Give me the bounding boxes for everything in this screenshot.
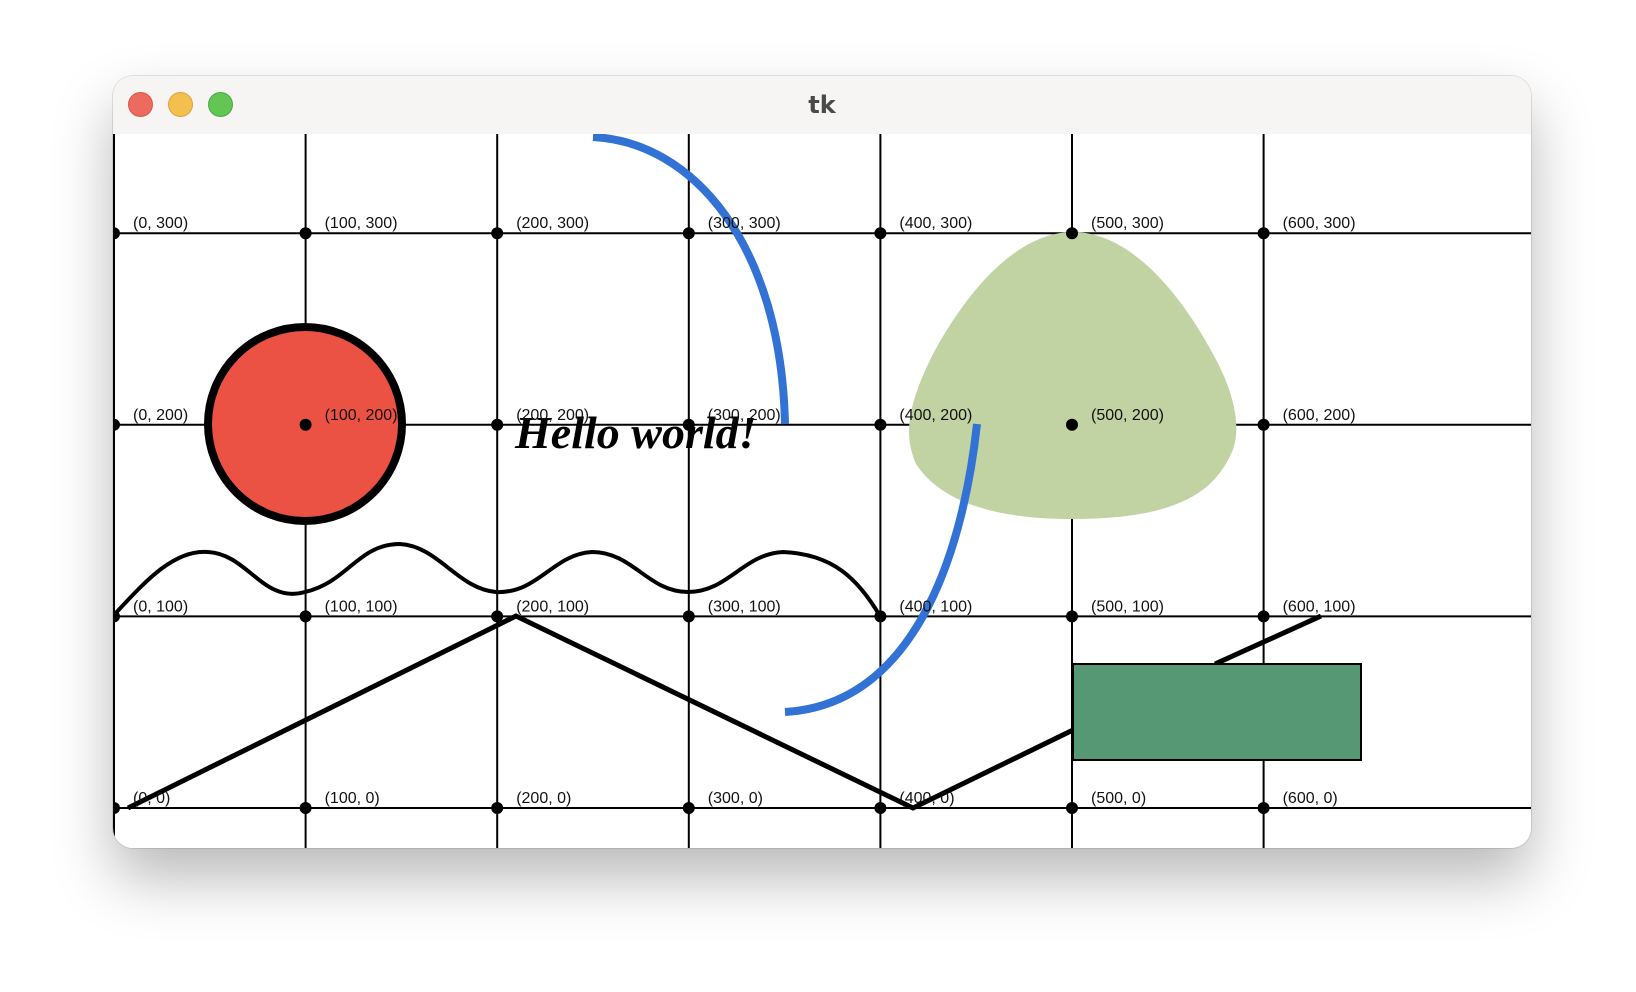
title-bar[interactable]: tk bbox=[113, 76, 1531, 135]
grid-point bbox=[491, 610, 504, 623]
coordinate-label: (0, 0) bbox=[133, 790, 170, 807]
coordinate-label: (100, 300) bbox=[325, 215, 398, 232]
wavy-line bbox=[113, 541, 882, 618]
tk-canvas[interactable]: Hello world! (0, 0) (100, 0) (200, 0) (300,… bbox=[113, 133, 1531, 848]
coordinate-label: (500, 0) bbox=[1091, 790, 1146, 807]
zigzag-line bbox=[126, 613, 1075, 811]
green-blob bbox=[909, 232, 1237, 519]
coordinate-label: (0, 300) bbox=[133, 215, 188, 232]
grid-point bbox=[1066, 227, 1078, 240]
coordinate-label: (100, 0) bbox=[325, 790, 380, 807]
coordinate-label: (200, 0) bbox=[516, 790, 571, 807]
grid-point bbox=[299, 802, 312, 814]
coordinate-label: (300, 100) bbox=[708, 598, 781, 615]
maximize-button[interactable] bbox=[208, 92, 233, 117]
coordinate-label: (500, 300) bbox=[1091, 215, 1164, 232]
grid-point bbox=[299, 418, 312, 431]
coordinate-label: (0, 100) bbox=[133, 598, 188, 615]
coordinate-label: (500, 200) bbox=[1091, 407, 1164, 424]
grid-point bbox=[874, 610, 887, 623]
grid-point bbox=[682, 802, 695, 814]
coordinate-label: (600, 300) bbox=[1283, 215, 1356, 232]
grid-point bbox=[1257, 610, 1270, 623]
grid-point bbox=[682, 227, 695, 240]
grid-point bbox=[682, 610, 695, 623]
grid-point bbox=[491, 802, 504, 814]
coordinate-label: (200, 200) bbox=[516, 407, 589, 424]
coordinate-label: (400, 200) bbox=[899, 407, 972, 424]
grid-point bbox=[491, 418, 504, 431]
close-button[interactable] bbox=[128, 92, 153, 117]
coordinate-label: (600, 200) bbox=[1283, 407, 1356, 424]
blue-arc-top bbox=[592, 133, 789, 425]
coordinate-label: (400, 300) bbox=[899, 215, 972, 232]
grid-point bbox=[491, 227, 504, 240]
coordinate-label: (400, 100) bbox=[899, 598, 972, 615]
grid-point bbox=[1066, 418, 1078, 431]
coordinate-label: (300, 300) bbox=[708, 215, 781, 232]
canvas-drawing: Hello world! (0, 0) (100, 0) (200, 0) (300,… bbox=[113, 133, 1531, 848]
grid-point bbox=[1257, 418, 1270, 431]
coordinate-label: (600, 0) bbox=[1283, 790, 1338, 807]
grid-point bbox=[874, 802, 887, 814]
grid-point bbox=[874, 418, 887, 431]
grid-point bbox=[1257, 227, 1270, 240]
grid-point bbox=[113, 418, 120, 431]
coordinate-label: (400, 0) bbox=[899, 790, 954, 807]
grid-point bbox=[682, 418, 695, 431]
green-rectangle bbox=[1072, 663, 1362, 761]
grid-point bbox=[299, 227, 312, 240]
grid-point bbox=[1066, 802, 1078, 814]
coordinate-label: (200, 100) bbox=[516, 598, 589, 615]
coordinate-label: (100, 200) bbox=[325, 407, 398, 424]
grid-point bbox=[1257, 802, 1270, 814]
coordinate-label: (100, 100) bbox=[325, 598, 398, 615]
grid-point bbox=[113, 802, 120, 814]
grid-point bbox=[299, 610, 312, 623]
grid-point bbox=[874, 227, 887, 240]
hello-world-text: Hello world! bbox=[514, 407, 757, 458]
coordinate-label: (0, 200) bbox=[133, 407, 188, 424]
zigzag-tail-line bbox=[1213, 613, 1323, 667]
grid-point bbox=[1066, 610, 1078, 623]
blue-arc-bottom bbox=[784, 423, 981, 716]
coordinate-markers: (0, 0) (100, 0) (200, 0) (300, 0) (400, 0) (5… bbox=[113, 215, 1356, 814]
window-title: tk bbox=[808, 91, 836, 119]
coordinate-label: (600, 100) bbox=[1283, 598, 1356, 615]
grid-point bbox=[113, 227, 120, 240]
minimize-button[interactable] bbox=[168, 92, 193, 117]
coordinate-label: (300, 200) bbox=[708, 407, 781, 424]
grid-point bbox=[113, 610, 120, 623]
tk-window: tk Hello world! (0, 0) (100, 0) (200, 0) (3… bbox=[113, 76, 1531, 848]
coordinate-label: (500, 100) bbox=[1091, 598, 1164, 615]
coordinate-label: (200, 300) bbox=[516, 215, 589, 232]
grid-lines bbox=[113, 134, 1531, 848]
coordinate-label: (300, 0) bbox=[708, 790, 763, 807]
